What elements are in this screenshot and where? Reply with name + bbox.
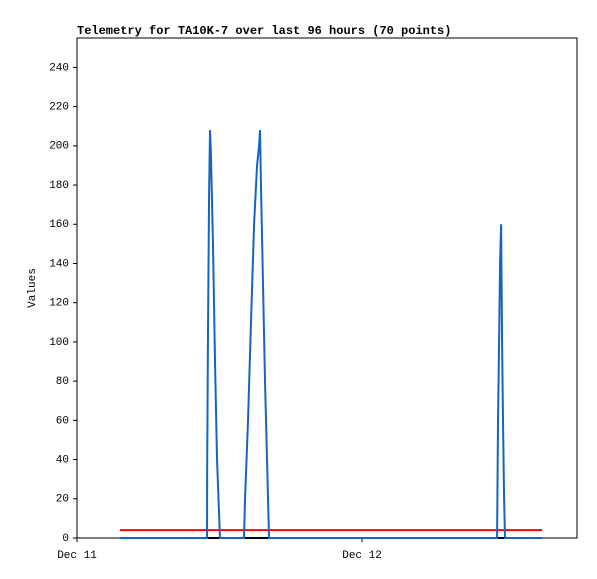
y-tick-label: 220 [49,102,69,114]
y-tick-label: 140 [49,258,69,270]
y-axis-label: Values [27,268,39,308]
y-tick-label: 200 [49,141,69,153]
y-tick-label: 160 [49,219,69,231]
y-tick-label: 120 [49,298,69,310]
y-tick-label: 100 [49,337,69,349]
y-tick-label: 60 [56,415,69,427]
y-tick-label: 180 [49,180,69,192]
y-tick-label: 240 [49,62,69,74]
chart-title: Telemetry for TA10K-7 over last 96 hours… [77,24,451,38]
y-tick-label: 20 [56,494,69,506]
series-line [119,130,543,539]
y-tick-label: 40 [56,454,69,466]
y-tick-label: 0 [62,533,69,545]
x-tick-label: Dec 11 [57,550,97,562]
y-tick-label: 80 [56,376,69,388]
x-tick-label: Dec 12 [342,550,382,562]
